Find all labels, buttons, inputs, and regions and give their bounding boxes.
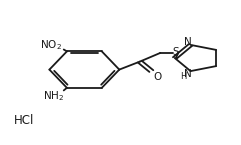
- Text: HCl: HCl: [14, 114, 34, 127]
- Text: S: S: [173, 47, 179, 57]
- Text: N: N: [184, 37, 192, 47]
- Text: N: N: [184, 69, 192, 79]
- Text: NH$_2$: NH$_2$: [43, 90, 64, 103]
- Text: O: O: [153, 72, 161, 83]
- Text: H: H: [180, 72, 187, 81]
- Text: NO$_2$: NO$_2$: [40, 38, 62, 52]
